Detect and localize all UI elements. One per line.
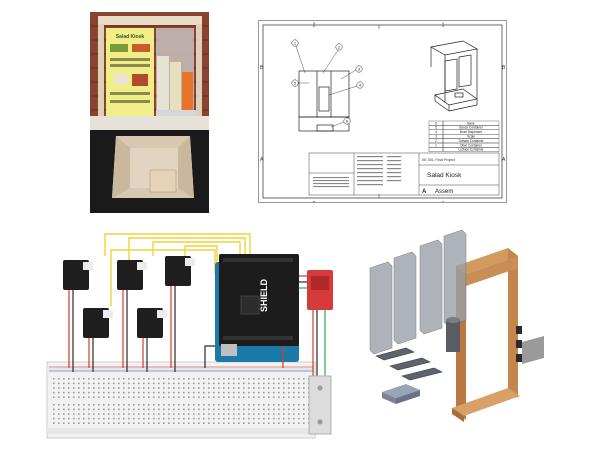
servo-motor bbox=[137, 308, 167, 338]
balloon-5: 5 bbox=[294, 80, 297, 85]
engineering-drawing: 2 1 2 1 B A B A 1 2 3 bbox=[258, 20, 507, 203]
kiosk-photo: Salad Kiosk bbox=[90, 12, 209, 213]
zone-col-2-top: 2 bbox=[313, 23, 316, 29]
circuit-illustration: SHIELD bbox=[46, 233, 333, 439]
balloon-6: 6 bbox=[346, 118, 349, 123]
parts-table-item: 2 bbox=[435, 139, 437, 143]
parts-table: 6 Base 5 Sauce Container 4 Bowl Dispenser 3 Sca… bbox=[428, 120, 500, 153]
servo-motor bbox=[63, 260, 93, 290]
zone-col-1-bottom: 1 bbox=[442, 201, 445, 202]
load-cell bbox=[308, 375, 332, 435]
parts-table-description: Bowl Dispenser bbox=[460, 130, 483, 134]
servo-motor bbox=[117, 260, 147, 290]
parts-table-item: 4 bbox=[435, 130, 437, 134]
kiosk-photo-illustration: Salad Kiosk bbox=[90, 12, 209, 213]
render-illustration bbox=[360, 220, 556, 438]
balloon-2: 2 bbox=[338, 44, 341, 49]
parts-table-description: Scale bbox=[467, 135, 475, 139]
zone-col-2-bottom: 2 bbox=[313, 201, 316, 202]
sheet-size: A bbox=[422, 189, 427, 195]
zone-row-b-left: B bbox=[260, 65, 264, 71]
parts-table-item: 1 bbox=[435, 143, 437, 147]
drawing-sheet: 2 1 2 1 B A B A 1 2 3 bbox=[260, 23, 506, 202]
parts-table-description: Olive Container bbox=[460, 143, 483, 147]
servo-motor bbox=[83, 308, 113, 338]
zone-row-a-left: A bbox=[260, 157, 264, 163]
circuit-diagram: SHIELD bbox=[45, 226, 345, 440]
servo-motor bbox=[165, 256, 195, 286]
parts-table-description: Tomato Container bbox=[458, 139, 484, 143]
shield-label: SHIELD bbox=[259, 278, 269, 312]
poster-title: Salad Kiosk bbox=[116, 34, 145, 40]
zone-col-1-top: 1 bbox=[442, 23, 445, 29]
project-label: EE 391: Final Project bbox=[422, 158, 455, 162]
parts-table-description: Sauce Container bbox=[459, 126, 484, 130]
zone-row-b-right: B bbox=[502, 65, 506, 71]
parts-table-item: 5 bbox=[435, 126, 437, 130]
parts-table-item: 6 bbox=[435, 121, 437, 125]
exploded-3d-render bbox=[360, 220, 556, 438]
parts-table-item: 3 bbox=[435, 135, 437, 139]
parts-table-description: Lettuce Container bbox=[458, 148, 484, 152]
drawing-author: Assem bbox=[435, 189, 453, 195]
drawing-title: Salad Kiosk bbox=[427, 172, 462, 179]
balloon-4: 4 bbox=[359, 82, 362, 87]
parts-table-description: Base bbox=[467, 121, 474, 125]
zone-row-a-right: A bbox=[502, 157, 506, 163]
balloon-3: 3 bbox=[358, 66, 361, 71]
balloon-1: 1 bbox=[294, 40, 297, 45]
